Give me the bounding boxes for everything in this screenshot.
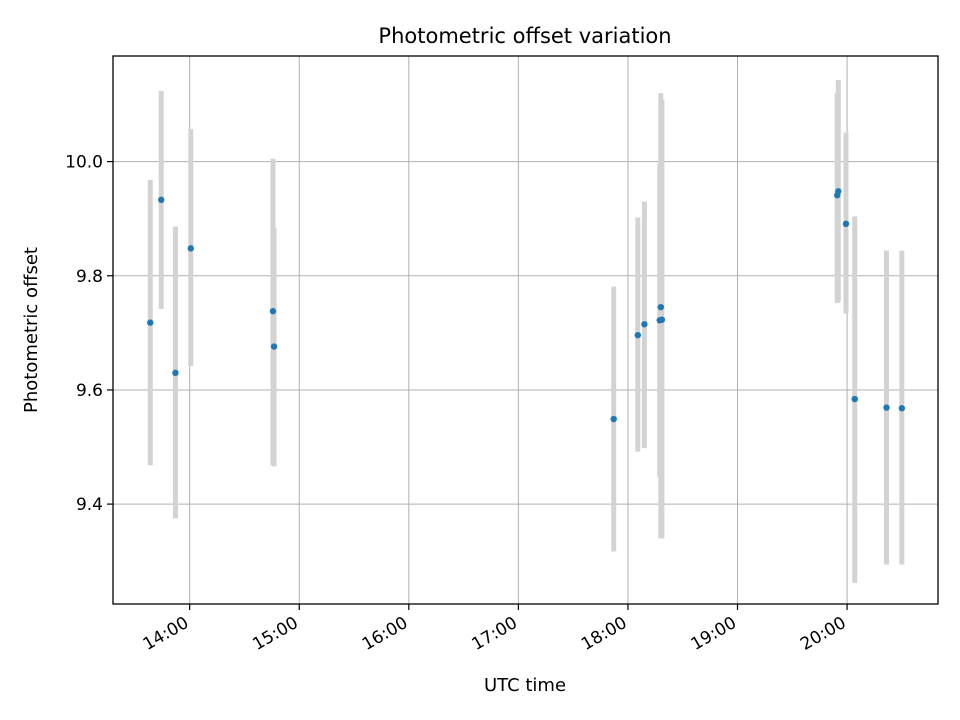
- data-point: [835, 188, 842, 195]
- grid: [113, 56, 938, 604]
- y-axis-ticks: 9.4 9.6 9.8 10.0: [65, 153, 113, 515]
- data-point: [187, 245, 194, 252]
- y-tick-label: 10.0: [65, 153, 103, 173]
- x-axis-label: UTC time: [484, 675, 566, 696]
- data-point: [641, 321, 648, 328]
- data-point: [898, 405, 906, 412]
- data-point: [270, 343, 278, 350]
- data-point: [158, 196, 165, 204]
- plot-frame: [112, 55, 939, 605]
- y-tick-label: 9.8: [76, 267, 103, 287]
- y-tick-label: 9.4: [76, 495, 103, 515]
- data-point: [147, 319, 154, 326]
- data-point: [658, 316, 666, 323]
- data-point: [851, 395, 858, 403]
- y-tick-label: 9.6: [76, 381, 103, 401]
- data-point: [657, 303, 665, 311]
- y-axis-label: Photometric offset: [21, 247, 42, 413]
- data-point: [172, 369, 179, 377]
- data-point: [610, 415, 617, 423]
- data-point: [842, 220, 850, 228]
- data-points: [147, 188, 906, 423]
- data-point: [883, 404, 890, 411]
- chart-title: Photometric offset variation: [378, 24, 671, 48]
- data-point: [269, 307, 277, 315]
- data-point: [634, 331, 642, 339]
